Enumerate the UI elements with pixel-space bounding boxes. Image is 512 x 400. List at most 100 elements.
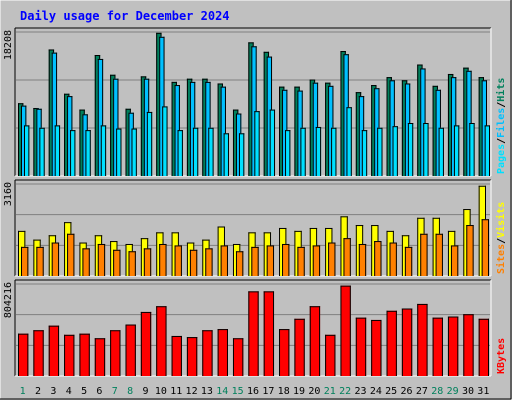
bar-pages-day-25-body [392, 126, 398, 176]
bar-pages-day-22-body [346, 107, 352, 176]
bar-files-day-5-body [82, 114, 88, 176]
bar-pages-day-4-body [70, 130, 76, 176]
x-tick-label-day-2: 2 [35, 386, 41, 397]
bar-sites-day-1-body [21, 246, 29, 276]
bar-kbytes-day-1-body [18, 333, 29, 376]
x-tick-label-day-25: 25 [385, 386, 397, 397]
bar-files-day-30-body [466, 70, 472, 176]
bar-hits-day-23-body [355, 92, 362, 176]
bar-kbytes-day-17-body [263, 291, 275, 376]
bar-sites-day-20 [312, 245, 321, 276]
bar-sites-day-31 [481, 219, 489, 276]
bar-pages-day-29 [453, 125, 460, 176]
bar-sites-day-14-body [220, 245, 228, 276]
bar-sites-day-6-body [97, 243, 106, 276]
bar-hits-day-6-body [94, 54, 101, 176]
bar-sites-day-4-body [67, 233, 75, 276]
bar-files-day-27-body [420, 68, 426, 176]
bar-pages-day-26 [407, 123, 414, 176]
bar-kbytes-day-22 [340, 285, 351, 376]
bar-sites-day-12 [189, 249, 198, 276]
bar-pages-day-23-body [361, 130, 368, 176]
x-tick-label-day-9: 9 [143, 386, 149, 397]
bar-hits-day-10-body [156, 32, 162, 177]
bar-files-day-22-body [343, 54, 349, 176]
bar-sites-day-19 [297, 246, 305, 276]
x-tick-label-day-29: 29 [447, 386, 459, 397]
bar-pages-day-18 [285, 130, 291, 176]
bar-kbytes-day-2 [33, 330, 44, 376]
bar-kbytes-day-6 [94, 338, 106, 376]
bar-pages-day-20-body [315, 126, 322, 176]
bar-sites-day-21-body [328, 242, 336, 276]
bar-pages-day-19-body [300, 127, 306, 176]
bar-kbytes-day-18 [279, 329, 290, 376]
bar-sites-day-12-body [189, 249, 198, 276]
bar-pages-day-11-body [177, 130, 183, 176]
bar-sites-day-27 [420, 233, 428, 276]
bar-sites-day-18-body [282, 243, 290, 276]
bar-pages-day-15 [238, 133, 245, 176]
bar-kbytes-day-5-body [79, 333, 90, 376]
legend-entry: Files [495, 108, 507, 138]
bar-pages-day-12 [192, 127, 199, 176]
x-tick-label-day-10: 10 [155, 386, 167, 397]
bar-hits-day-4-body [64, 93, 70, 176]
bar-sites-day-14 [220, 245, 228, 276]
bar-sites-day-2-body [36, 246, 44, 276]
bar-kbytes-day-30-body [463, 314, 474, 376]
legend-entry: Pages [496, 144, 507, 174]
bar-sites-day-4 [67, 233, 75, 276]
bar-pages-day-28-body [438, 127, 444, 176]
bar-sites-day-5-body [82, 248, 90, 276]
bar-hits-day-25-body [386, 77, 392, 176]
bar-files-day-10-body [159, 36, 165, 176]
bar-sites-day-22 [343, 238, 351, 276]
bar-kbytes-day-25-body [386, 310, 397, 376]
x-tick-label-day-18: 18 [278, 386, 290, 397]
bar-sites-day-16-body [251, 246, 259, 276]
bar-hits-day-26-body [401, 80, 408, 176]
bar-kbytes-day-29 [447, 316, 459, 376]
bar-sites-day-8-body [128, 251, 136, 276]
x-tick-label-day-17: 17 [262, 386, 274, 397]
bar-hits-day-9-body [140, 76, 147, 176]
x-tick-label-day-19: 19 [293, 386, 305, 397]
bar-kbytes-day-20 [309, 306, 321, 376]
bar-pages-day-16-body [254, 111, 260, 176]
bar-kbytes-day-17 [263, 291, 275, 376]
bar-hits-day-30-body [463, 67, 469, 176]
bar-hits-day-17-body [263, 51, 270, 177]
bar-kbytes-day-10-body [156, 306, 167, 376]
bar-kbytes-day-23-body [355, 317, 367, 376]
bar-files-day-2-body [36, 108, 42, 176]
bar-kbytes-day-11 [171, 335, 182, 376]
bar-sites-day-18 [282, 243, 290, 276]
bar-pages-day-25 [392, 126, 398, 176]
bar-sites-day-28-body [435, 233, 443, 276]
bar-files-day-7-body [113, 78, 119, 176]
y-axis-max-label: 3160 [3, 182, 14, 206]
bar-sites-day-28 [435, 233, 443, 276]
bar-files-day-24-body [374, 88, 380, 176]
bar-sites-day-11 [174, 245, 182, 276]
bar-pages-day-7 [116, 128, 122, 176]
bar-sites-day-8 [128, 251, 136, 276]
bar-pages-day-31 [484, 125, 490, 176]
bar-pages-day-2 [39, 127, 45, 176]
bar-pages-day-5-body [85, 130, 91, 176]
bar-sites-day-24 [374, 241, 382, 276]
bar-pages-day-24 [377, 127, 383, 176]
bar-pages-day-30 [469, 123, 475, 176]
x-tick-label-day-23: 23 [354, 386, 366, 397]
bar-files-day-13-body [205, 81, 211, 176]
bar-kbytes-day-14 [217, 329, 228, 376]
bar-sites-day-9 [143, 248, 152, 276]
bar-hits-day-2-body [33, 107, 39, 176]
bar-sites-day-6 [97, 243, 106, 276]
legend-entry: Visits [495, 202, 507, 238]
bar-pages-day-10-body [162, 106, 168, 176]
bar-sites-day-3-body [51, 242, 60, 276]
bar-kbytes-day-27-body [417, 303, 428, 376]
